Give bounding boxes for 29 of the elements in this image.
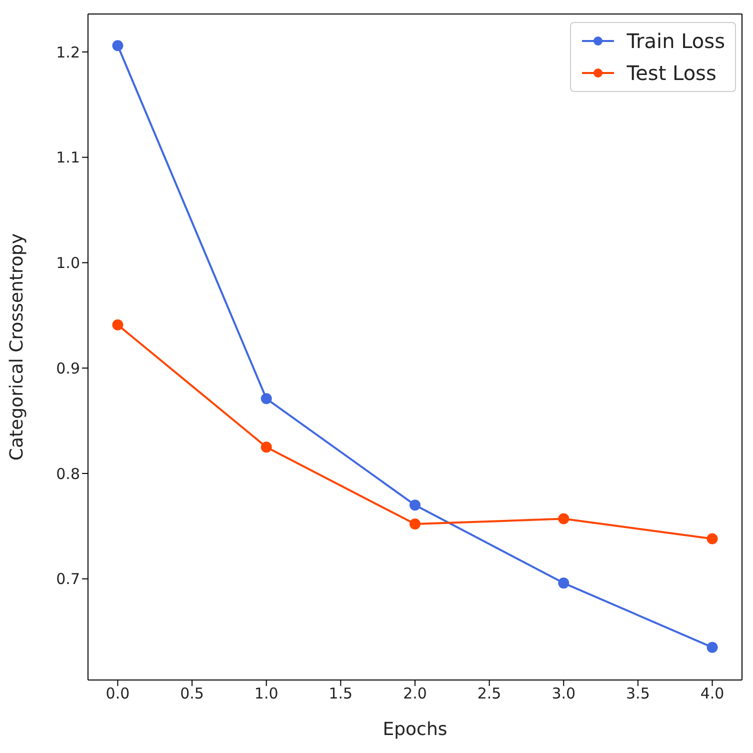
point	[706, 642, 718, 653]
point	[558, 513, 570, 524]
point	[112, 40, 124, 52]
y-tick-label: 1.0	[56, 254, 80, 272]
point	[112, 319, 124, 330]
x-tick-label: 3.5	[626, 684, 650, 703]
x-tick-label: 1.0	[254, 684, 278, 703]
x-tick-label: 4.0	[700, 684, 724, 703]
point	[410, 500, 420, 511]
x-tick-label: 2.0	[403, 684, 427, 703]
y-tick-label: 1.1	[56, 148, 80, 167]
point	[410, 518, 420, 530]
x-tick-label: 3.0	[552, 684, 576, 703]
y-axis-title: Categorical Crossentropy	[6, 233, 28, 461]
x-axis-title: Epochs	[382, 719, 448, 740]
x-tick-label: 1.5	[328, 684, 353, 703]
y-tick-label: 1.2	[56, 43, 80, 62]
y-tick-label: 0.9	[56, 359, 80, 378]
x-tick-label: 0.0	[106, 684, 130, 703]
point	[260, 393, 272, 404]
y-tick-label: 0.8	[56, 464, 80, 483]
y-tick-label: 0.7	[56, 570, 80, 588]
point	[706, 533, 718, 544]
point	[260, 442, 272, 453]
x-tick-label: 2.5	[477, 684, 502, 703]
legend-label: Train Loss	[626, 28, 725, 55]
x-tick-label: 0.5	[180, 684, 204, 703]
point	[558, 578, 570, 589]
legend-label: Test Loss	[626, 60, 716, 87]
